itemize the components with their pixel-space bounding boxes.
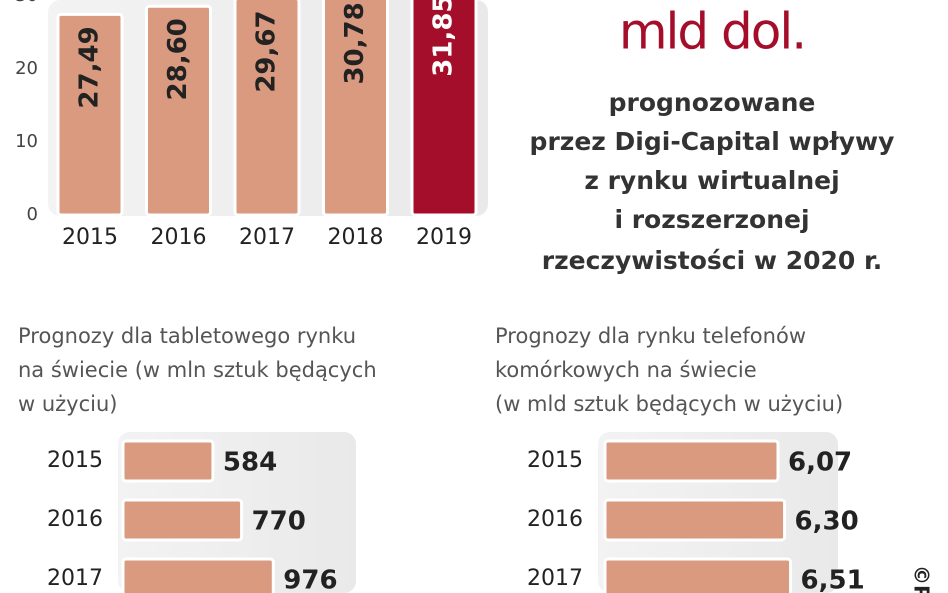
bar: [410, 0, 478, 217]
bar: [121, 439, 215, 483]
y-tick-label: 30: [15, 0, 38, 6]
value-label: 770: [252, 507, 306, 537]
value-label: 584: [223, 448, 277, 478]
headline: mld dol.: [619, 3, 805, 61]
annotation-line: prognozowane: [609, 88, 816, 117]
value-label: 27,49: [75, 26, 105, 108]
annotation-line: z rynku wirtualnej: [584, 166, 839, 195]
x-tick-label: 2016: [151, 225, 207, 250]
value-label: 976: [283, 566, 337, 593]
value-label: 31,85: [429, 0, 459, 77]
chart-title: (w mld sztuk będących w użyciu): [495, 392, 843, 416]
value-label: 6,51: [801, 566, 865, 593]
y-tick-label: 2016: [47, 507, 103, 532]
bar: [56, 12, 124, 217]
y-tick-label: 20: [15, 58, 38, 79]
credit: ©P: [910, 565, 934, 593]
x-tick-label: 2015: [62, 225, 118, 250]
value-label: 30,78: [340, 2, 370, 84]
annotation-line: przez Digi-Capital wpływy: [530, 127, 895, 156]
chart-title: na świecie (w mln sztuk będących: [18, 358, 377, 382]
chart-title: Prognozy dla tabletowego rynku: [18, 324, 356, 348]
y-tick-label: 2015: [527, 448, 583, 473]
annotation-line: i rozszerzonej: [614, 205, 809, 234]
chart-title: komórkowych na świecie: [495, 358, 757, 382]
bar: [233, 0, 301, 217]
annotation-line: rzeczywistości w 2020 r.: [542, 246, 883, 275]
chart-title: Prognozy dla rynku telefonów: [495, 324, 806, 348]
y-tick-label: 2016: [527, 507, 583, 532]
bar: [603, 557, 793, 593]
y-tick-label: 2017: [527, 566, 583, 591]
chart-title: w użyciu): [18, 392, 118, 416]
bar: [145, 4, 212, 217]
x-tick-label: 2019: [416, 225, 472, 250]
x-tick-label: 2018: [328, 225, 384, 250]
bar: [322, 0, 389, 217]
y-tick-label: 2017: [47, 566, 103, 591]
value-label: 6,07: [788, 448, 852, 478]
bar: [603, 439, 780, 483]
bar: [121, 557, 275, 593]
y-tick-label: 0: [27, 204, 38, 225]
y-tick-label: 2015: [47, 448, 103, 473]
value-label: 29,67: [252, 10, 282, 92]
value-label: 6,30: [795, 507, 859, 537]
x-tick-label: 2017: [239, 225, 295, 250]
value-label: 28,60: [163, 18, 193, 100]
y-tick-label: 10: [15, 131, 38, 152]
bar: [603, 498, 787, 542]
bar: [121, 498, 244, 542]
